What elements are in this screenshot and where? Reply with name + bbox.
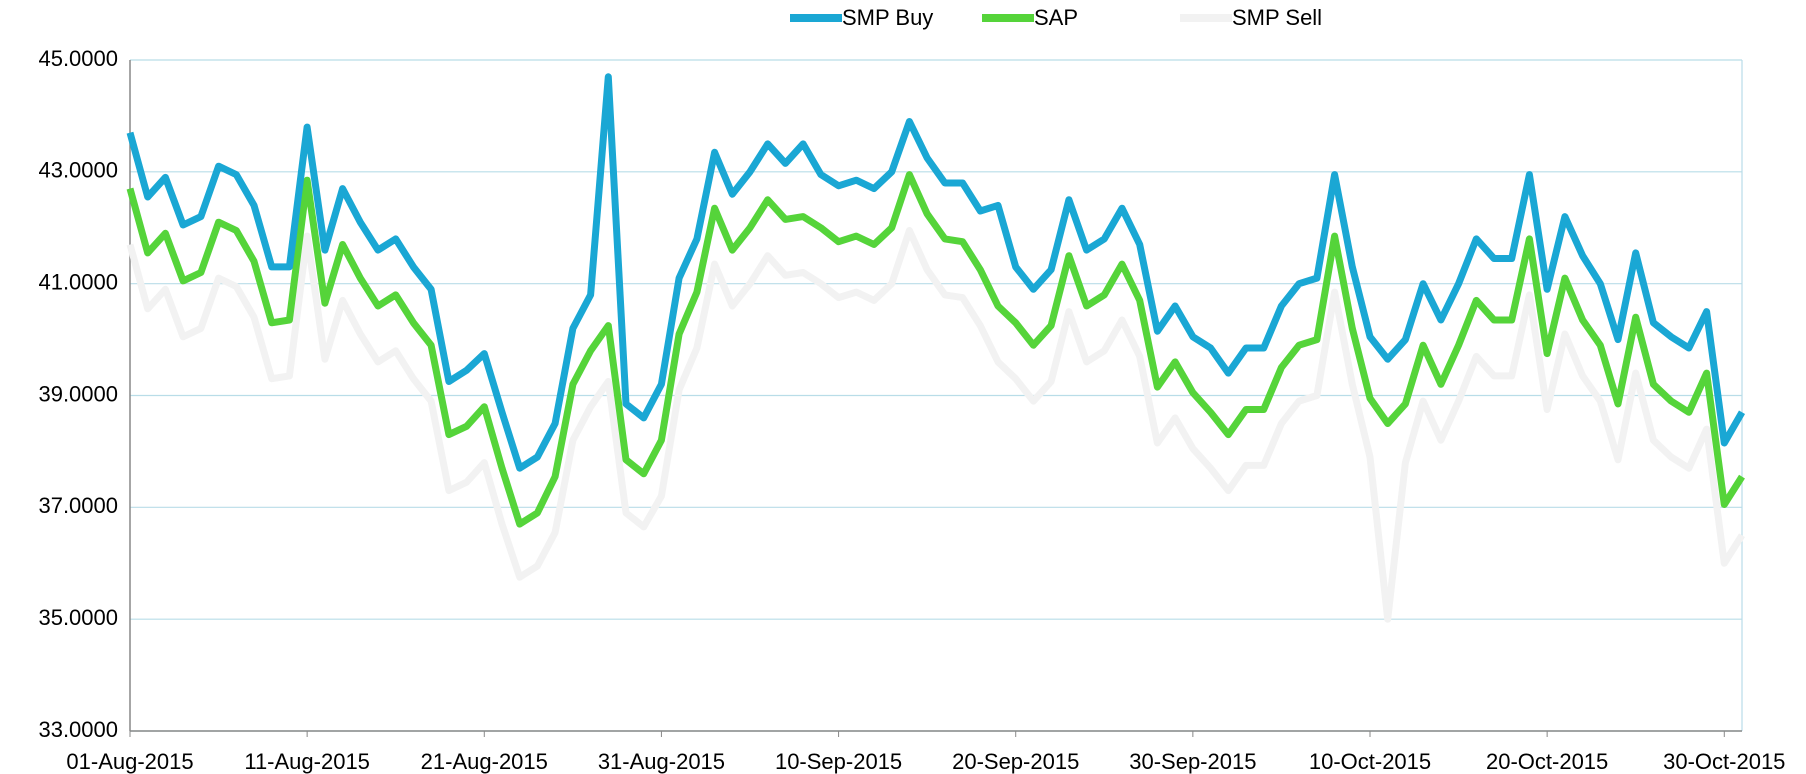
- y-tick-label: 35.0000: [38, 605, 118, 630]
- legend-label: SMP Sell: [1232, 5, 1322, 30]
- legend-label: SAP: [1034, 5, 1078, 30]
- x-tick-label: 20-Oct-2015: [1486, 749, 1608, 774]
- y-tick-label: 41.0000: [38, 269, 118, 294]
- x-tick-label: 21-Aug-2015: [421, 749, 548, 774]
- y-tick-label: 33.0000: [38, 717, 118, 742]
- y-tick-label: 37.0000: [38, 493, 118, 518]
- x-tick-label: 30-Sep-2015: [1129, 749, 1256, 774]
- x-tick-label: 31-Aug-2015: [598, 749, 725, 774]
- series-line: [126, 227, 1745, 623]
- series-line: [126, 73, 1746, 472]
- x-tick-label: 01-Aug-2015: [66, 749, 193, 774]
- series-line: [126, 171, 1745, 528]
- x-tick-label: 10-Oct-2015: [1309, 749, 1431, 774]
- x-tick-label: 11-Aug-2015: [244, 749, 370, 774]
- y-tick-label: 43.0000: [38, 158, 118, 183]
- x-tick-label: 20-Sep-2015: [952, 749, 1079, 774]
- x-tick-label: 30-Oct-2015: [1663, 749, 1785, 774]
- y-tick-label: 45.0000: [38, 46, 118, 71]
- legend-label: SMP Buy: [842, 5, 933, 30]
- x-tick-label: 10-Sep-2015: [775, 749, 902, 774]
- y-tick-label: 39.0000: [38, 381, 118, 406]
